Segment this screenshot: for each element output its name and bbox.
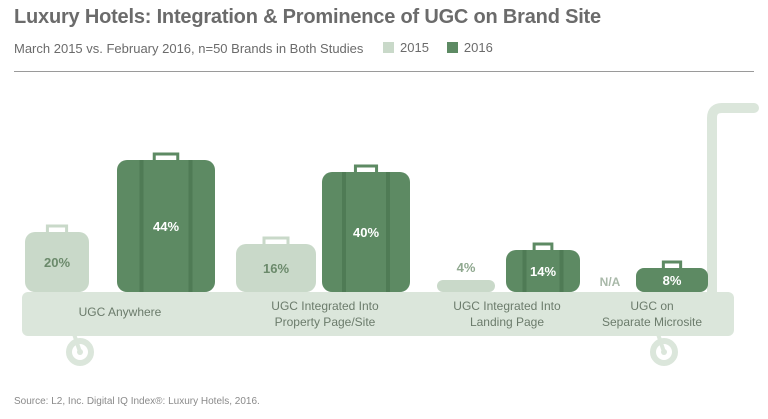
bag-handle-icon: [45, 224, 69, 232]
source-note: Source: L2, Inc. Digital IQ Index®: Luxu…: [14, 396, 260, 407]
bar-2015-group: 16%: [236, 236, 316, 292]
category-label: UGC Anywhere: [79, 305, 162, 319]
category-label-line: UGC Integrated Into: [271, 299, 379, 313]
bar-label-2015: 20%: [44, 255, 70, 270]
bag-handle-icon: [353, 164, 379, 172]
bar-2016: [636, 268, 708, 292]
bar-label-2016: 8%: [663, 273, 682, 288]
cart-handle: [707, 103, 759, 297]
bar-2016-group: 8%: [636, 260, 708, 292]
bar-2016-group: 14%: [506, 242, 580, 292]
category-label: UGC on Separate Microsite: [602, 299, 702, 329]
wheel-hub: [661, 349, 667, 355]
category-label-line: UGC Integrated Into: [453, 299, 561, 313]
bag-handle-icon: [661, 260, 683, 268]
bar-label-2015: 16%: [263, 261, 289, 276]
category-label-line: Landing Page: [470, 315, 544, 329]
bar-2015: [437, 280, 495, 292]
legend: 2015 2016: [383, 40, 511, 55]
legend-swatch-2016: [446, 42, 458, 53]
bar-2015: [236, 244, 316, 292]
category-label-line: UGC on: [630, 299, 673, 313]
wheel-hub: [77, 349, 83, 355]
category-label: UGC Integrated Into Landing Page: [453, 299, 561, 329]
bar-2015: [25, 232, 89, 292]
bar-2015-group: 4%: [437, 260, 495, 292]
wheel-icon: [66, 338, 94, 366]
chart-title: Luxury Hotels: Integration & Prominence …: [14, 6, 601, 28]
bar-label-2015: 4%: [457, 260, 476, 275]
legend-label-2016: 2016: [463, 40, 493, 55]
bar-label-2015: N/A: [600, 275, 621, 289]
bar-label-2016: 40%: [353, 225, 379, 240]
bar-2015-group: 20%: [25, 224, 89, 292]
legend-label-2015: 2015: [400, 40, 429, 55]
wheel-icon: [650, 338, 678, 366]
cart-platform: [22, 292, 734, 336]
legend-swatch-2015: [383, 42, 394, 53]
bar-label-2016: 14%: [530, 264, 556, 279]
bar-label-2016: 44%: [153, 219, 179, 234]
bag-handle-icon: [152, 152, 180, 160]
category-label-line: UGC Anywhere: [79, 305, 162, 319]
category-label: UGC Integrated Into Property Page/Site: [271, 299, 379, 329]
bar-2016-group: 44%: [117, 152, 215, 292]
legend-item-2015: 2015: [383, 40, 429, 55]
category-label-line: Property Page/Site: [275, 315, 376, 329]
title-divider: [14, 71, 754, 72]
category-label-line: Separate Microsite: [602, 315, 702, 329]
chart-subtitle: March 2015 vs. February 2016, n=50 Brand…: [14, 41, 364, 56]
bag-handle-icon: [262, 236, 290, 244]
legend-item-2016: 2016: [446, 40, 493, 55]
bar-2016-group: 40%: [322, 164, 410, 292]
bag-handle-icon: [532, 242, 554, 250]
